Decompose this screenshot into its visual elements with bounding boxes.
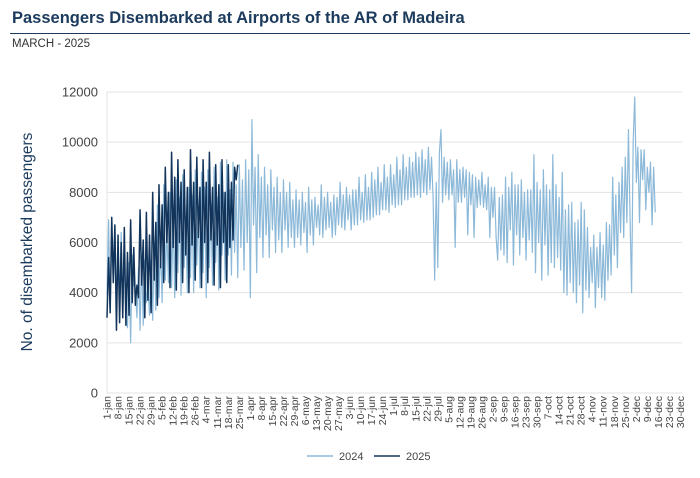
x-tick-label-42: 21-oct — [565, 396, 577, 425]
y-tick-label-6000: 6000 — [69, 235, 98, 250]
x-tick-label-21: 27-may — [333, 395, 345, 431]
x-tick-label-32: 12-aug — [454, 396, 466, 429]
x-tick-label-44: 4-nov — [587, 395, 599, 422]
x-tick-label-3: 22-jan — [135, 396, 147, 425]
x-tick-label-38: 23-sep — [521, 396, 533, 428]
x-tick-label-26: 1-jul — [388, 396, 400, 416]
x-tick-label-22: 3-jun — [344, 396, 356, 420]
x-tick-label-16: 22-apr — [278, 396, 290, 427]
x-tick-label-25: 24-jun — [377, 396, 389, 425]
x-tick-label-41: 14-oct — [554, 396, 566, 425]
x-tick-label-0: 1-jan — [102, 396, 114, 420]
x-tick-label-43: 28-oct — [576, 396, 588, 425]
x-tick-label-51: 23-dec — [664, 396, 676, 428]
x-tick-label-30: 29-jul — [432, 396, 444, 422]
x-tick-label-1: 8-jan — [113, 396, 125, 420]
x-tick-label-37: 16-sep — [510, 396, 522, 428]
x-tick-label-46: 18-nov — [609, 395, 621, 428]
x-tick-label-29: 22-jul — [421, 396, 433, 422]
series-line-2025 — [106, 148, 239, 332]
legend: 2024 2025 — [307, 451, 430, 463]
y-tick-label-2000: 2000 — [69, 335, 98, 350]
y-axis-label: No. of disembarked passengers — [19, 132, 36, 351]
x-tick-label-6: 12-feb — [168, 396, 180, 426]
x-tick-label-33: 19-aug — [465, 396, 477, 429]
gridlines — [106, 91, 682, 394]
y-tick-label-12000: 12000 — [62, 85, 98, 100]
legend-item-2024: 2024 — [307, 451, 363, 463]
y-tick-label-4000: 4000 — [69, 285, 98, 300]
x-tick-label-45: 11-nov — [598, 395, 610, 427]
x-tick-label-9: 4-mar — [201, 395, 213, 423]
x-tick-label-27: 8-jul — [399, 396, 411, 416]
x-tick-label-15: 15-apr — [267, 396, 279, 427]
x-tick-label-36: 9-sep — [499, 396, 511, 422]
x-tick-label-47: 25-nov — [620, 395, 632, 428]
x-tick-label-14: 8-apr — [256, 396, 268, 421]
x-tick-label-28: 15-jul — [410, 396, 422, 422]
x-tick-label-5: 5-feb — [157, 396, 169, 420]
x-tick-label-24: 17-jun — [366, 396, 378, 425]
x-tick-label-34: 26-aug — [476, 396, 488, 429]
x-tick-label-19: 13-may — [311, 395, 323, 431]
legend-label-2025: 2025 — [406, 451, 430, 463]
y-tick-label-10000: 10000 — [62, 135, 98, 150]
series-layer — [106, 96, 656, 344]
y-tick-label-0: 0 — [91, 386, 98, 401]
x-tick-label-48: 2-dec — [631, 396, 643, 422]
x-tick-label-17: 29-apr — [289, 396, 301, 427]
x-tick-label-8: 26-feb — [190, 396, 202, 426]
x-tick-label-7: 19-feb — [179, 396, 191, 426]
x-tick-label-10: 11-mar — [212, 396, 224, 429]
x-tick-label-13: 1-apr — [245, 396, 257, 421]
y-tick-label-8000: 8000 — [69, 185, 98, 200]
legend-item-2025: 2025 — [374, 451, 430, 463]
x-tick-label-4: 29-jan — [146, 396, 158, 425]
x-tick-label-18: 6-may — [300, 395, 312, 425]
x-tick-label-40: 7-oct — [543, 396, 555, 419]
x-tick-label-49: 9-dec — [642, 396, 654, 422]
y-axis-ticks: 0 2000 4000 6000 8000 10000 12000 — [62, 85, 98, 401]
x-tick-label-12: 25-mar — [234, 396, 246, 430]
x-tick-label-50: 16-dec — [653, 396, 665, 428]
x-axis-ticks: 1-jan 8-jan 15-jan 22-jan 29-jan 5-feb 12-feb 1… — [102, 395, 687, 431]
x-tick-label-39: 30-sep — [532, 396, 544, 428]
x-tick-label-20: 20-may — [322, 395, 334, 431]
x-tick-label-11: 18-mar — [223, 396, 235, 430]
x-tick-label-23: 10-jun — [355, 396, 367, 425]
x-tick-label-31: 5-aug — [443, 396, 455, 423]
legend-label-2024: 2024 — [339, 451, 363, 463]
x-tick-label-35: 2-sep — [488, 396, 500, 422]
chart-subtitle: MARCH - 2025 — [12, 38, 90, 50]
chart-title: Passengers Disembarked at Airports of th… — [12, 9, 465, 27]
x-tick-label-52: 30-dec — [675, 396, 687, 428]
title-divider — [10, 33, 690, 34]
x-tick-label-2: 15-jan — [124, 396, 136, 425]
